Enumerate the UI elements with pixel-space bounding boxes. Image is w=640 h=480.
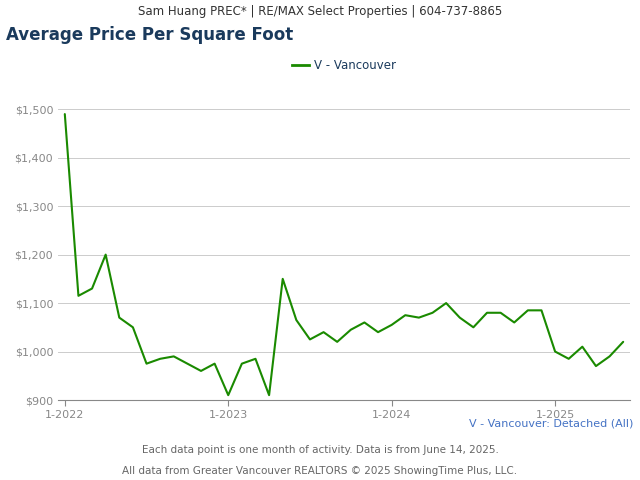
- Text: Each data point is one month of activity. Data is from June 14, 2025.: Each data point is one month of activity…: [141, 445, 499, 455]
- Text: V - Vancouver: Detached (All): V - Vancouver: Detached (All): [469, 418, 634, 428]
- Legend: V - Vancouver: V - Vancouver: [287, 55, 401, 77]
- Text: Sam Huang PREC* | RE/MAX Select Properties | 604-737-8865: Sam Huang PREC* | RE/MAX Select Properti…: [138, 4, 502, 17]
- Text: Average Price Per Square Foot: Average Price Per Square Foot: [6, 26, 294, 44]
- Text: All data from Greater Vancouver REALTORS © 2025 ShowingTime Plus, LLC.: All data from Greater Vancouver REALTORS…: [122, 466, 518, 476]
